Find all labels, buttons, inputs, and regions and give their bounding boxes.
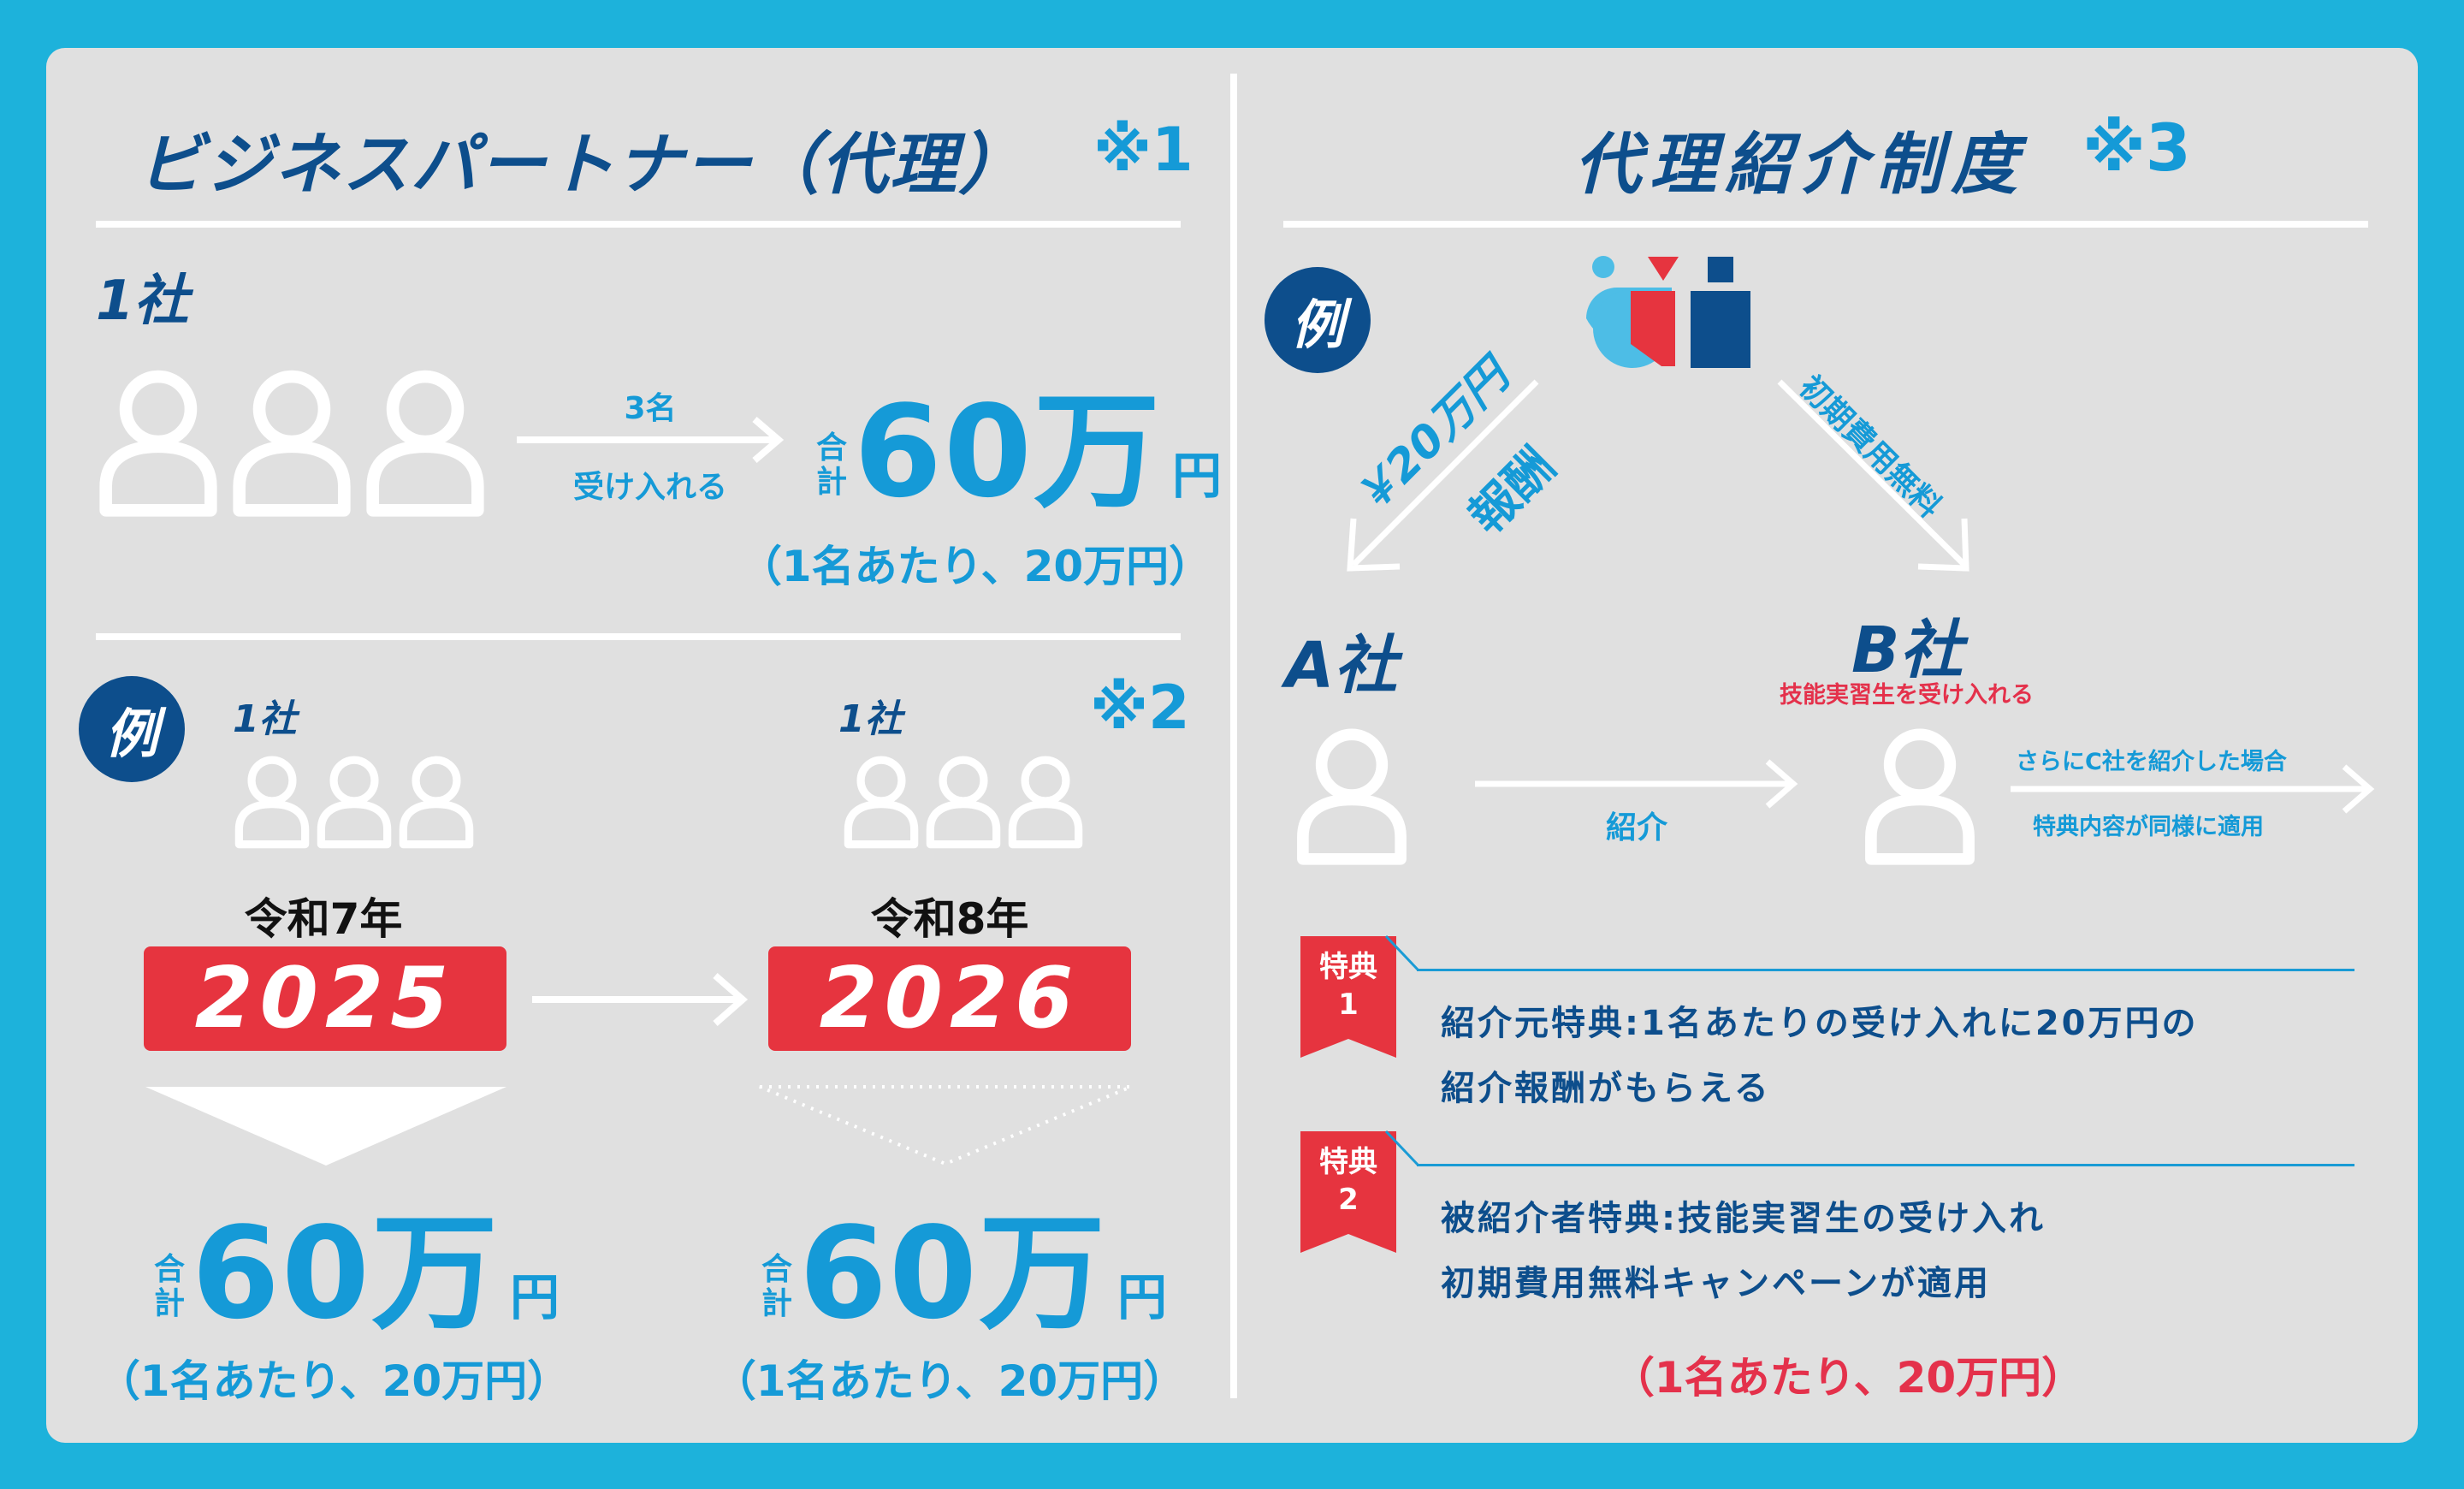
section1-arrow-top-label: 3名 — [624, 391, 677, 426]
section1-total: 合計 60万 円 — [814, 378, 1222, 525]
total-unit: 円 — [1116, 1268, 1167, 1326]
total-unit: 円 — [1171, 447, 1222, 505]
benefit-2: 特典 2 被紹介者特典:技能実習生の受け入れ 初期費用無料キャンペーンが適用 — [1297, 1128, 2358, 1303]
col2-era: 令和8年 — [870, 894, 1029, 944]
benefit-line-2: 紹介報酬がもらえる — [1441, 1069, 1771, 1108]
col1-era: 令和7年 — [244, 894, 403, 944]
total-prefix: 合計 — [761, 1252, 792, 1321]
right-title-note: ※3 — [2082, 110, 2191, 186]
person-icon — [397, 753, 476, 849]
right-per-person: （1名あたり、20万円） — [1611, 1353, 2085, 1403]
person-icon — [233, 753, 311, 849]
section1-arrow-bottom-label: 受け入れる — [572, 470, 727, 505]
section1-people-icons — [96, 366, 489, 517]
person-icon — [924, 753, 1003, 849]
right-title: 代理紹介制度 — [1574, 127, 2027, 204]
ribbon-icon — [1300, 936, 1396, 1058]
arrow-down-right-icon — [1777, 379, 1969, 572]
person-icon — [1294, 722, 1410, 868]
left-title-rule — [96, 221, 1181, 228]
company-b-sub-label: 技能実習生を受け入れる — [1780, 682, 2034, 709]
benefit-rule — [1417, 969, 2354, 971]
col1-per-person: （1名あたり、20万円） — [97, 1356, 571, 1406]
benefit-line-2: 初期費用無料キャンペーンが適用 — [1441, 1264, 1991, 1303]
col2-year-box: 2026 — [768, 946, 1131, 1051]
introduction-label: 紹介 — [1605, 810, 1667, 845]
left-title-note: ※1 — [1093, 115, 1194, 185]
person-icon — [315, 753, 394, 849]
down-arrow-dotted-icon — [759, 1085, 1132, 1166]
col2-per-person: （1名あたり、20万円） — [713, 1356, 1187, 1406]
arrow-right-icon — [1475, 759, 1798, 809]
col2-total: 合計 60万 円 — [760, 1200, 1167, 1347]
person-icon — [96, 366, 221, 517]
benefit-tag: 特典 1 — [1319, 950, 1377, 1022]
same-benefit-label: 特典内容が同様に適用 — [2033, 814, 2264, 840]
total-prefix: 合計 — [815, 430, 847, 500]
benefit-rule-corner — [1384, 934, 1420, 972]
company-b-label: B社 — [1851, 614, 1964, 687]
arrow-right-icon — [2011, 764, 2375, 814]
company-a-label: A社 — [1285, 629, 1398, 703]
shapes-logo-icon — [1586, 256, 1750, 368]
total-amount: 60万 — [854, 378, 1162, 525]
arrow-right-icon — [517, 416, 785, 464]
benefit-rule — [1417, 1164, 2354, 1166]
total-prefix: 合計 — [153, 1252, 185, 1321]
section1-per-person: （1名あたり、20万円） — [738, 542, 1212, 591]
col1-people-icons — [233, 753, 481, 849]
person-icon — [229, 366, 354, 517]
benefit-tag: 特典 2 — [1319, 1145, 1377, 1217]
total-unit: 円 — [509, 1268, 560, 1326]
benefit-line-1: 紹介元特典:1名あたりの受け入れに20万円の — [1441, 1004, 2199, 1043]
ribbon-icon — [1300, 1131, 1396, 1253]
left-section-rule — [96, 633, 1181, 640]
center-divider — [1230, 74, 1237, 1398]
col2-company-label: 1社 — [838, 697, 903, 741]
person-icon — [842, 753, 921, 849]
arrow-down-left-icon — [1347, 379, 1539, 572]
person-icon — [363, 366, 488, 517]
benefit-rule-corner — [1384, 1130, 1420, 1167]
person-icon — [1006, 753, 1085, 849]
col1-company-label: 1社 — [233, 697, 297, 741]
left-title: ビジネスパートナー（代理） — [137, 127, 1028, 204]
person-icon — [1862, 722, 1978, 868]
section1-company-label: 1社 — [96, 270, 189, 333]
col1-total: 合計 60万 円 — [152, 1200, 560, 1347]
total-amount: 60万 — [192, 1200, 500, 1347]
arrow-right-icon — [532, 972, 749, 1027]
col1-year-box: 2025 — [144, 946, 506, 1051]
example-badge: 例 — [79, 676, 185, 782]
example-badge: 例 — [1265, 267, 1371, 373]
benefit-1: 特典 1 紹介元特典:1名あたりの受け入れに20万円の 紹介報酬がもらえる — [1297, 933, 2358, 1112]
down-arrow-solid-icon — [145, 1087, 506, 1166]
benefit-line-1: 被紹介者特典:技能実習生の受け入れ — [1441, 1199, 2046, 1238]
right-title-rule — [1283, 221, 2368, 228]
section2-note: ※2 — [1090, 673, 1190, 743]
further-referral-label: さらにC社を紹介した場合 — [2016, 749, 2287, 775]
col2-people-icons — [842, 753, 1090, 849]
total-amount: 60万 — [799, 1200, 1107, 1347]
